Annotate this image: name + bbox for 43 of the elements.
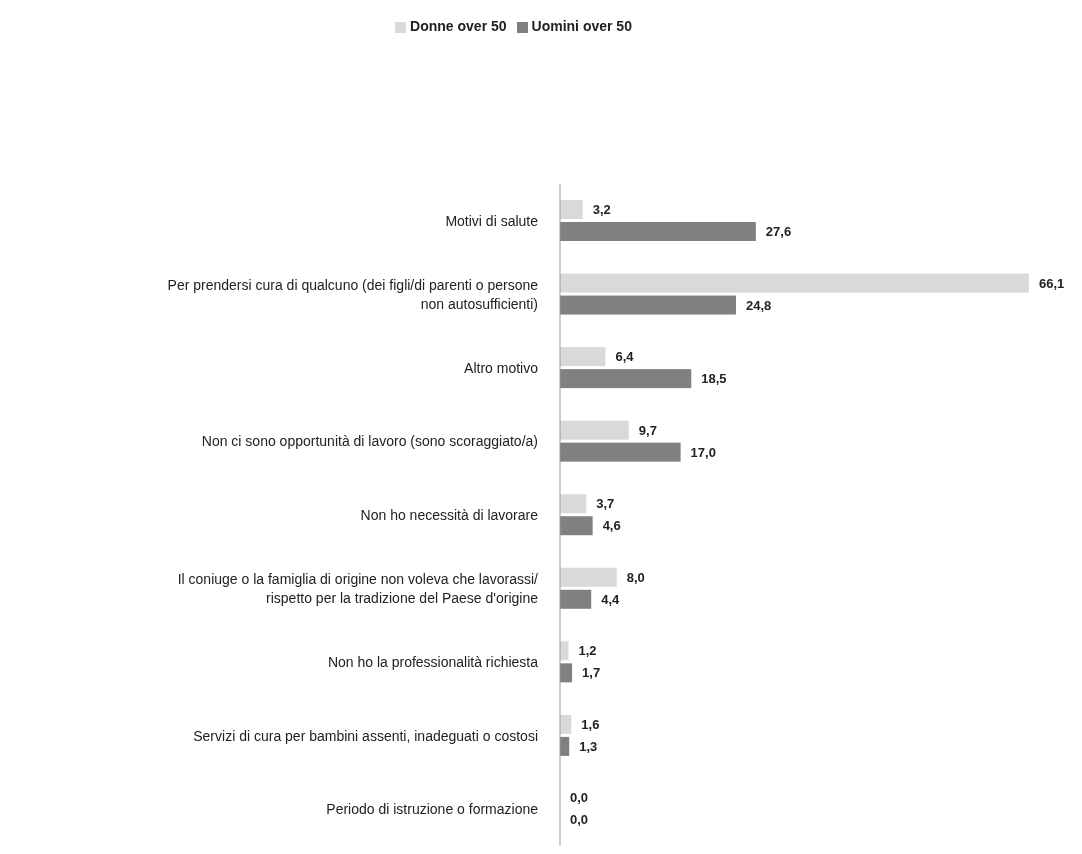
y-tick-label: Motivi di salute xyxy=(445,212,539,229)
data-label: 66,1 xyxy=(1039,275,1065,291)
bar xyxy=(560,222,756,241)
data-label: 3,7 xyxy=(596,496,615,512)
y-tick-label: Non ho necessità di lavorare xyxy=(360,507,539,523)
y-tick-label: Per prendersi cura di qualcuno (dei figli/di parenti o persone non autosufficienti) xyxy=(167,276,539,312)
data-label: 1,7 xyxy=(582,665,601,681)
y-tick-label: Non ho la professionalità richiesta xyxy=(327,654,539,671)
bar xyxy=(560,200,583,219)
bar xyxy=(560,494,587,514)
data-label: 4,4 xyxy=(601,591,621,607)
y-tick-label: Servizi di cura per bambini assenti, inadeguati o costosi xyxy=(193,727,538,744)
data-label: 27,6 xyxy=(765,224,792,239)
bar xyxy=(560,273,1029,293)
data-label: 8,0 xyxy=(626,569,645,585)
data-label: 1,2 xyxy=(578,643,597,659)
bar xyxy=(560,516,593,536)
bar xyxy=(560,663,573,683)
bar xyxy=(560,641,569,661)
data-label: 0,0 xyxy=(570,790,589,806)
bar xyxy=(560,567,617,587)
bar xyxy=(560,442,681,462)
data-label: 4,6 xyxy=(602,518,621,534)
bar xyxy=(560,589,592,609)
y-tick-label: Il coniuge o la famiglia di origine non voleva che lavorassi/ rispetto per la tradizione del Paese d'origine xyxy=(177,571,539,607)
data-label: 24,8 xyxy=(745,297,772,313)
data-label: 1,6 xyxy=(581,716,600,732)
data-label: 9,7 xyxy=(638,422,657,438)
bar xyxy=(560,420,629,440)
legend-label: Donne over 50 xyxy=(410,18,507,34)
legend-label: Uomini over 50 xyxy=(531,18,632,34)
bar xyxy=(560,295,736,315)
data-label: 18,5 xyxy=(701,371,727,387)
bar xyxy=(560,347,606,367)
data-label: 0,0 xyxy=(570,812,589,828)
data-label: 1,3 xyxy=(579,738,598,754)
y-tick-label: Periodo di istruzione o formazione xyxy=(326,801,539,818)
bar xyxy=(560,369,692,389)
y-tick-label: Non ci sono opportunità di lavoro (sono scoraggiato/a) xyxy=(201,433,538,450)
data-label: 6,4 xyxy=(615,349,635,365)
data-label: 3,2 xyxy=(592,202,611,217)
data-label: 17,0 xyxy=(690,444,716,460)
y-tick-label: Altro motivo xyxy=(464,359,539,376)
